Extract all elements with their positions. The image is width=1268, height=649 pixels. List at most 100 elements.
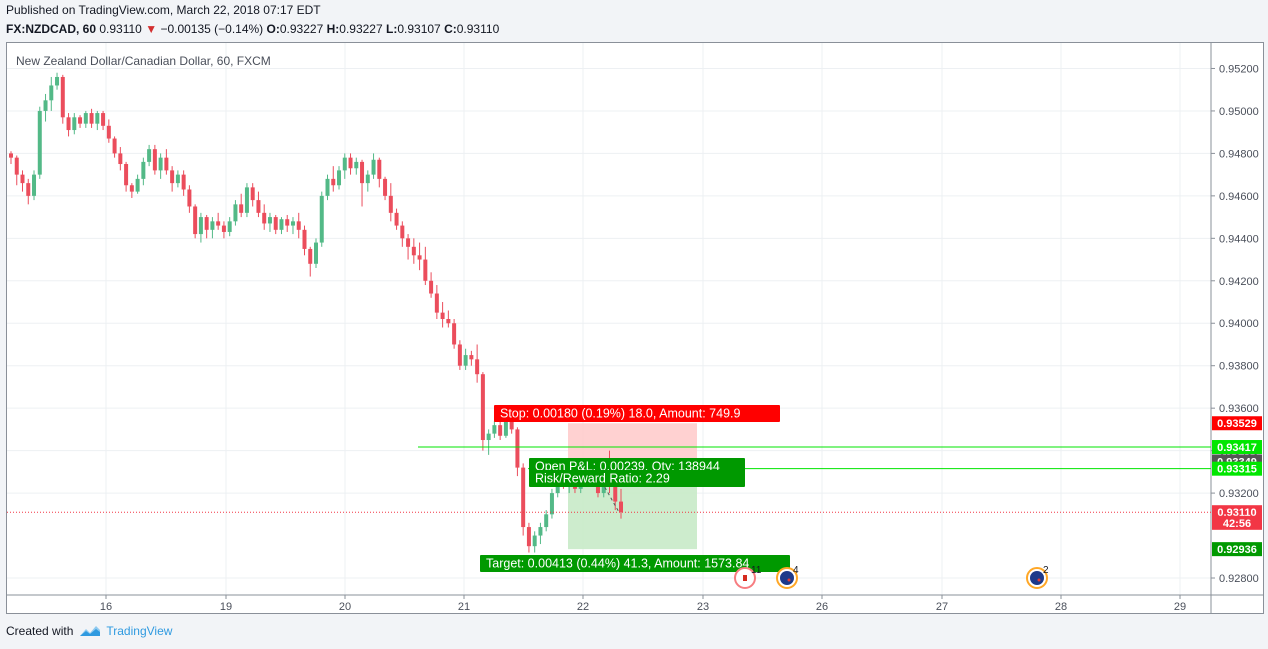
candle-up [538, 527, 543, 536]
price-axis: 0.95200 0.95000 0.94800 0.94600 0.94400 0.942… [1211, 63, 1262, 585]
candle-down [452, 323, 457, 345]
axis-price-label: 0.93529 [1217, 418, 1257, 430]
axis-price-badge [1212, 440, 1262, 455]
brand-link[interactable]: TradingView [79, 624, 172, 638]
candle-down [181, 174, 186, 190]
footer: Created with TradingView [6, 624, 172, 638]
open-value: 0.93227 [279, 22, 324, 36]
candle-down [383, 178, 388, 196]
axis-price-badge [1212, 542, 1262, 557]
candle-up [354, 161, 359, 169]
axis-price-label: 0.93417 [1217, 442, 1257, 454]
candle-down [498, 425, 503, 436]
candle-down [446, 319, 451, 324]
high-label: H: [326, 22, 340, 36]
axis-price-badge [1212, 461, 1262, 476]
x-tick-label: 19 [220, 601, 232, 613]
x-tick-label: 22 [577, 601, 589, 613]
candle-down [256, 200, 261, 213]
chart-frame[interactable]: 0.95200 0.95000 0.94800 0.94600 0.94400 0.942… [6, 42, 1264, 614]
stop-label-box [494, 405, 780, 422]
x-tick-label: 27 [936, 601, 948, 613]
y-tick-label: 0.93600 [1219, 403, 1259, 415]
candle-up [319, 195, 324, 243]
candle-up [486, 433, 491, 441]
candle-up [314, 242, 318, 264]
pnl-connector [589, 460, 620, 513]
target-label-text: Target: 0.00413 (0.44%) 41.3, Amount: 15… [486, 557, 749, 571]
candle-down [308, 248, 313, 264]
x-tick-label: 21 [458, 601, 470, 613]
star-icon [1037, 578, 1041, 582]
candle-up [95, 113, 100, 124]
candle-up [43, 100, 48, 111]
candle-down [66, 117, 71, 131]
candle-up [233, 204, 238, 222]
candle-up [365, 174, 370, 184]
ohlc-legend: FX:NZDCAD, 60 0.93110 ▼ −0.00135 (−0.14%… [6, 22, 499, 36]
candle-up [325, 178, 330, 196]
price-chart[interactable]: 0.95200 0.95000 0.94800 0.94600 0.94400 0.942… [7, 43, 1263, 613]
candle-up [337, 170, 342, 186]
candle-down [262, 212, 267, 224]
y-tick-label: 0.95200 [1219, 63, 1259, 75]
candle-down [417, 255, 422, 260]
candle-down [411, 246, 416, 256]
target-label-box [480, 555, 790, 572]
candle-up [135, 178, 140, 192]
candle-up [49, 85, 54, 101]
candle-down [296, 221, 301, 230]
candle-down [216, 221, 221, 226]
candle-down [360, 161, 365, 184]
close-value: 0.93110 [456, 22, 500, 36]
y-tick-label: 0.95000 [1219, 106, 1259, 118]
candle-up [267, 217, 272, 224]
stop-label: Stop: 0.00180 (0.19%) 18.0, Amount: 749.… [494, 405, 780, 422]
candle-up [227, 221, 232, 232]
candle-down [60, 76, 65, 118]
candle-down [521, 467, 526, 528]
candle-down [14, 157, 19, 175]
candle-down [170, 170, 175, 184]
y-tick-label: 0.94800 [1219, 148, 1259, 160]
candle-down [9, 153, 13, 158]
candle-down [273, 217, 278, 230]
created-with-label: Created with [6, 624, 74, 638]
chart-title: New Zealand Dollar/Canadian Dollar, 60, … [16, 54, 271, 68]
candle-down [475, 359, 480, 375]
axis-price-badge [1212, 416, 1262, 431]
candle-up [175, 174, 180, 184]
candle-down [26, 183, 31, 196]
y-tick-label: 0.93200 [1219, 488, 1259, 500]
candle-down [526, 527, 531, 547]
axis-price-badge [1212, 515, 1262, 530]
candle-down [20, 174, 25, 184]
new-zealand-flag-icon [780, 571, 794, 585]
ratio-label: Risk/Reward Ratio: 2.29 [529, 470, 745, 487]
axis-price-label: 0.92936 [1217, 544, 1257, 556]
published-note: Published on TradingView.com, March 22, … [6, 3, 321, 17]
x-tick-label: 16 [100, 601, 112, 613]
low-value: 0.93107 [397, 22, 441, 36]
candle-down [388, 195, 393, 213]
candle-up [463, 355, 468, 366]
candle-down [480, 374, 485, 441]
candle-up [210, 221, 215, 230]
brand-label: TradingView [106, 624, 173, 638]
open-label: O: [266, 22, 280, 36]
new-zealand-flag-icon [1030, 571, 1044, 585]
down-arrow-icon: ▼ [145, 22, 158, 36]
ratio-label-text: Risk/Reward Ratio: 2.29 [535, 472, 670, 486]
stop-label-text: Stop: 0.00180 (0.19%) 18.0, Amount: 749.… [500, 407, 740, 421]
candle-down [118, 153, 123, 165]
candle-up [532, 535, 537, 547]
price-change: −0.00135 (−0.14%) [160, 22, 264, 36]
axis-price-badge [1212, 505, 1262, 520]
grid [7, 43, 1263, 613]
y-tick-label: 0.93800 [1219, 361, 1259, 373]
y-tick-label: 0.94200 [1219, 276, 1259, 288]
star-icon [787, 578, 791, 582]
candle-down [619, 501, 623, 513]
axis-price-label: 42:56 [1223, 518, 1251, 530]
y-tick-label: 0.94400 [1219, 233, 1259, 245]
